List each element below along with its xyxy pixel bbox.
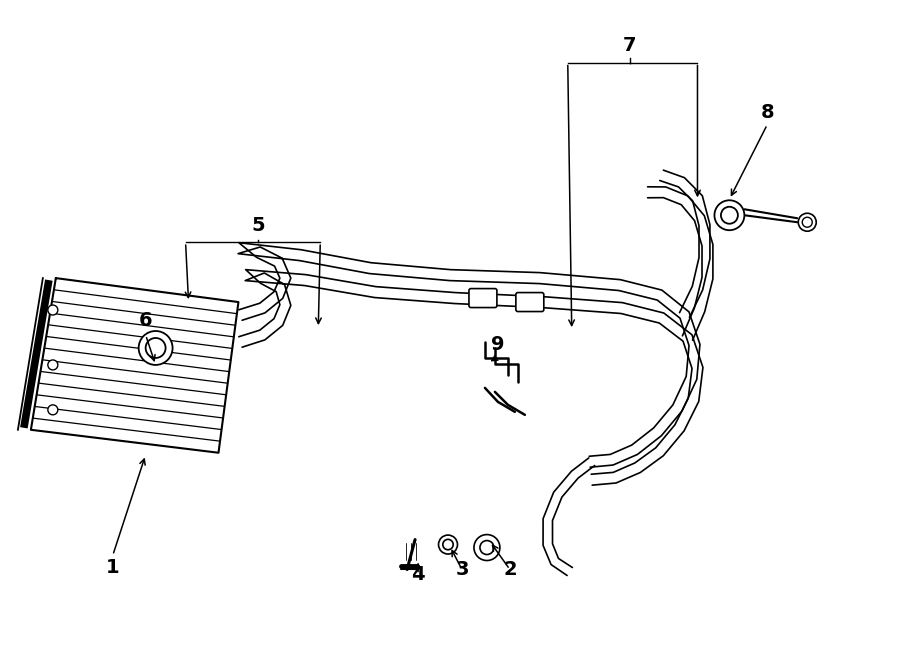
- Circle shape: [715, 201, 744, 230]
- Text: 6: 6: [139, 310, 152, 330]
- Circle shape: [48, 405, 58, 415]
- Text: 8: 8: [760, 103, 774, 122]
- Circle shape: [438, 535, 457, 554]
- Circle shape: [139, 331, 173, 365]
- Text: 5: 5: [252, 216, 266, 235]
- Text: 7: 7: [623, 36, 636, 55]
- FancyBboxPatch shape: [516, 293, 544, 312]
- Circle shape: [48, 305, 58, 315]
- Circle shape: [146, 338, 166, 358]
- Circle shape: [474, 535, 500, 561]
- Text: 4: 4: [411, 565, 425, 584]
- FancyBboxPatch shape: [469, 289, 497, 308]
- Circle shape: [48, 360, 58, 370]
- Text: 1: 1: [106, 558, 120, 577]
- Circle shape: [721, 207, 738, 224]
- Text: 3: 3: [455, 560, 469, 579]
- Circle shape: [802, 217, 812, 227]
- Circle shape: [480, 541, 494, 555]
- Circle shape: [443, 540, 454, 549]
- Text: 2: 2: [503, 560, 517, 579]
- Circle shape: [798, 213, 816, 231]
- Text: 9: 9: [491, 336, 505, 354]
